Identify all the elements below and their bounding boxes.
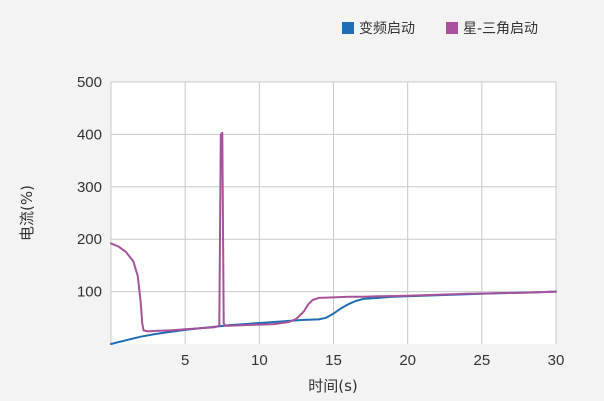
- x-tick-label: 20: [399, 352, 416, 369]
- y-tick-label: 500: [77, 74, 102, 91]
- x-axis-title: 时间(s): [308, 377, 358, 395]
- legend-item-vfd[interactable]: 变频启动: [342, 21, 415, 37]
- series-line-star-delta: [110, 131, 557, 333]
- legend: 变频启动 星-三角启动: [342, 21, 538, 37]
- x-tick-label: 25: [473, 352, 490, 369]
- x-tick-label: 15: [325, 352, 342, 369]
- y-tick-label: 100: [77, 284, 102, 301]
- x-tick-label: 30: [548, 352, 565, 369]
- y-axis-title: 电流(%): [18, 185, 36, 241]
- y-tick-label: 300: [77, 179, 102, 196]
- x-tick-label: 5: [181, 352, 189, 369]
- legend-item-star-delta[interactable]: 星-三角启动: [446, 21, 538, 37]
- legend-label-star-delta: 星-三角启动: [463, 21, 538, 37]
- y-tick-label: 400: [77, 126, 102, 143]
- y-tick-label: 200: [77, 231, 102, 248]
- legend-swatch-star-delta: [446, 22, 458, 34]
- legend-label-vfd: 变频启动: [359, 21, 415, 37]
- legend-swatch-vfd: [342, 22, 354, 34]
- x-tick-label: 10: [251, 352, 268, 369]
